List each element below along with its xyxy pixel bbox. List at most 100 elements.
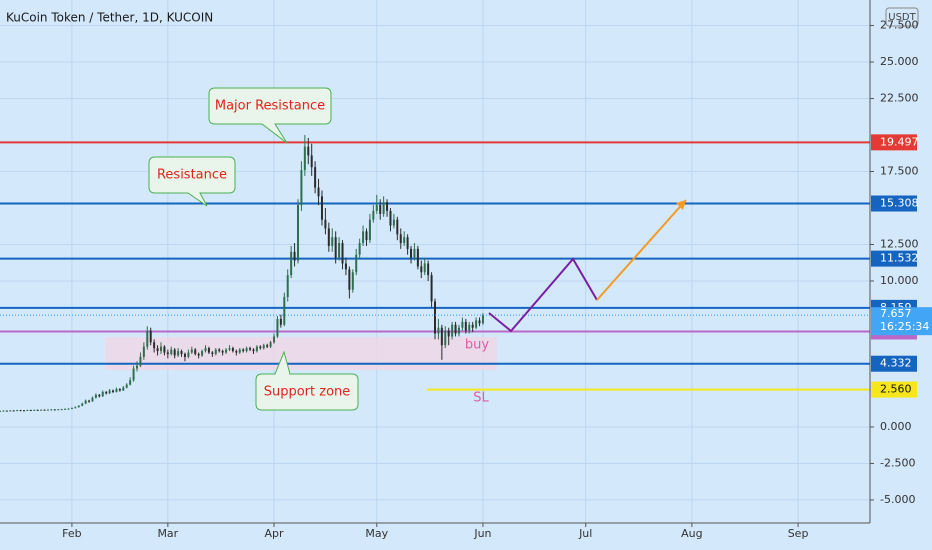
y-tick-label: 10.000 <box>880 274 919 287</box>
candle-body <box>77 405 80 408</box>
level-tag <box>871 355 917 372</box>
candle-body <box>64 408 67 410</box>
candle-body <box>9 410 12 412</box>
currency-box <box>885 7 919 27</box>
candle-body <box>225 349 228 353</box>
callout-label: Resistance <box>157 168 227 183</box>
candle-body <box>437 327 440 334</box>
candle-body <box>365 231 368 241</box>
x-tick-label: Apr <box>265 527 285 540</box>
candle-body <box>231 348 234 352</box>
level-label: 11.532 <box>880 252 919 265</box>
y-tick-label: 12.500 <box>880 237 919 250</box>
y-tick-label: -2.500 <box>880 456 915 469</box>
candle-body <box>464 321 467 331</box>
candle-body <box>317 187 320 197</box>
candle-body <box>170 349 173 354</box>
candle-body <box>471 324 474 328</box>
candle-body <box>183 353 186 357</box>
candle-body <box>98 394 101 397</box>
candle-body <box>368 219 371 241</box>
candle-body <box>235 351 238 353</box>
support-zone-box <box>105 337 497 370</box>
callout: Major Resistance <box>208 87 332 144</box>
candle-body <box>242 349 245 352</box>
candle-body <box>475 320 478 328</box>
candle-body <box>26 410 29 412</box>
candle-body <box>46 409 49 411</box>
candle-body <box>307 146 310 156</box>
candle-body <box>372 210 375 220</box>
candle-body <box>204 348 207 352</box>
candle-body <box>94 394 97 398</box>
candle-body <box>190 349 193 353</box>
y-tick-label: -5.000 <box>880 493 915 506</box>
candle-body <box>108 390 111 394</box>
candle-body <box>70 407 73 409</box>
candle-body <box>36 409 39 411</box>
candle-body <box>430 275 433 302</box>
candle-body <box>187 352 190 357</box>
callout: Support zone <box>255 350 359 411</box>
candle-body <box>293 251 296 261</box>
candle-body <box>122 387 125 391</box>
candle-body <box>33 409 36 411</box>
candle-body <box>310 155 313 168</box>
last-price-tag <box>871 307 932 336</box>
candle-body <box>0 410 1 412</box>
candle-body <box>149 330 152 343</box>
level-label: 4.332 <box>880 357 912 370</box>
x-tick-label: Feb <box>62 527 81 540</box>
y-tick-label: 0.000 <box>880 420 912 433</box>
candle-body <box>344 263 347 270</box>
y-tick-label: 27.500 <box>880 19 919 32</box>
candle-body <box>283 297 286 325</box>
candle-body <box>16 410 19 412</box>
callout-label: Support zone <box>264 385 351 400</box>
candle-body <box>207 348 210 353</box>
candle-body <box>348 269 351 290</box>
candle-body <box>440 327 443 346</box>
level-tag <box>871 250 917 267</box>
candle-body <box>81 403 84 406</box>
candle-body <box>362 231 365 244</box>
level-tag <box>871 134 917 151</box>
candle-body <box>228 348 231 350</box>
callout-box <box>255 350 359 411</box>
candle-body <box>454 324 457 334</box>
candle-body <box>115 389 118 392</box>
candle-body <box>420 266 423 273</box>
candle-body <box>269 342 272 347</box>
callout: Resistance <box>148 156 236 207</box>
candle-body <box>67 408 70 410</box>
candle-body <box>451 324 454 337</box>
candle-body <box>40 409 43 411</box>
candle-body <box>266 345 269 347</box>
candle-body <box>197 353 200 356</box>
candle-body <box>60 409 63 411</box>
candle-body <box>84 400 87 404</box>
last-price-label: 7.657 <box>880 307 912 320</box>
candle-body <box>403 237 406 244</box>
candle-body <box>142 346 145 357</box>
candle-body <box>478 320 481 324</box>
level-label: 2.560 <box>880 383 912 396</box>
candle-body <box>53 409 56 411</box>
level-label: 19.497 <box>880 135 919 148</box>
candle-body <box>74 407 77 409</box>
x-tick-label: Jul <box>578 527 592 540</box>
candle-body <box>427 263 430 276</box>
candle-body <box>57 409 60 411</box>
candle-body <box>29 410 32 412</box>
candle-body <box>416 248 419 267</box>
grid <box>0 0 870 523</box>
level-label: 15.308 <box>880 197 919 210</box>
candle-body <box>159 346 162 352</box>
candle-body <box>194 349 197 354</box>
level-tag <box>871 195 917 212</box>
candle-body <box>238 349 241 353</box>
candle-body <box>105 391 108 394</box>
x-tick-label: May <box>365 527 388 540</box>
